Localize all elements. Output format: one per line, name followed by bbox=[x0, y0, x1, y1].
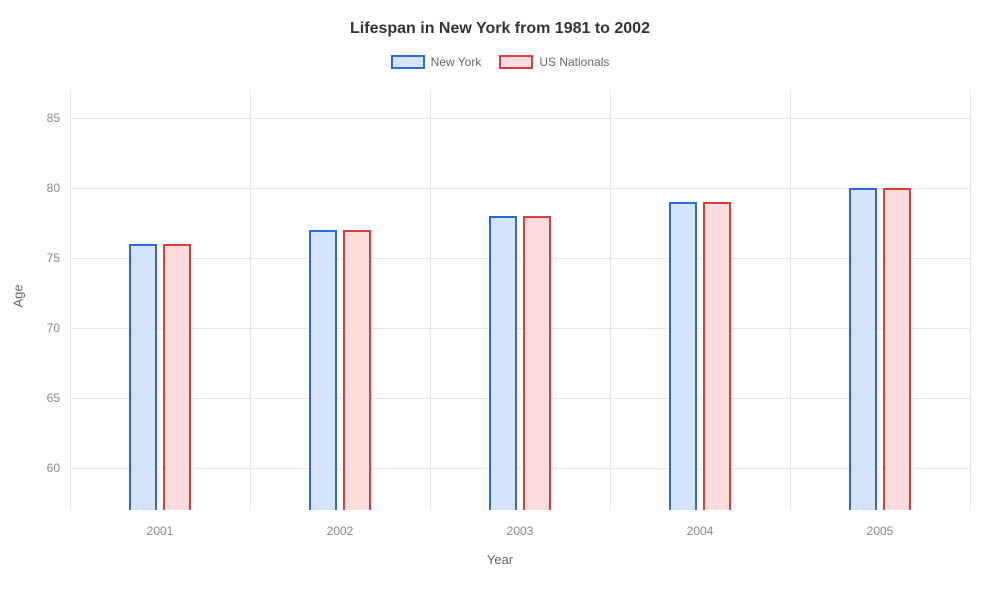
gridline-horizontal bbox=[70, 118, 970, 119]
legend-swatch-us-nationals bbox=[499, 55, 533, 69]
bar bbox=[669, 202, 697, 510]
gridline-vertical bbox=[610, 90, 611, 510]
x-tick-label: 2003 bbox=[507, 524, 534, 538]
x-tick-label: 2001 bbox=[147, 524, 174, 538]
bar bbox=[163, 244, 191, 510]
bar bbox=[343, 230, 371, 510]
y-tick-label: 80 bbox=[20, 181, 60, 195]
bar bbox=[129, 244, 157, 510]
y-tick-label: 75 bbox=[20, 251, 60, 265]
bar bbox=[883, 188, 911, 510]
bar bbox=[489, 216, 517, 510]
legend-label-us-nationals: US Nationals bbox=[539, 55, 609, 69]
gridline-vertical bbox=[70, 90, 71, 510]
bar bbox=[849, 188, 877, 510]
legend-label-new-york: New York bbox=[431, 55, 482, 69]
legend-item-new-york: New York bbox=[391, 55, 482, 69]
gridline-vertical bbox=[250, 90, 251, 510]
bar bbox=[703, 202, 731, 510]
gridline-vertical bbox=[970, 90, 971, 510]
gridline-horizontal bbox=[70, 398, 970, 399]
plot-area bbox=[70, 90, 970, 510]
y-axis-label: Age bbox=[11, 284, 26, 307]
y-tick-label: 85 bbox=[20, 111, 60, 125]
x-tick-label: 2004 bbox=[687, 524, 714, 538]
chart-container: Lifespan in New York from 1981 to 2002 N… bbox=[0, 0, 1000, 600]
y-tick-label: 60 bbox=[20, 461, 60, 475]
bar bbox=[523, 216, 551, 510]
legend-swatch-new-york bbox=[391, 55, 425, 69]
gridline-vertical bbox=[790, 90, 791, 510]
gridline-horizontal bbox=[70, 468, 970, 469]
x-tick-label: 2002 bbox=[327, 524, 354, 538]
legend: New York US Nationals bbox=[0, 55, 1000, 69]
y-tick-label: 65 bbox=[20, 391, 60, 405]
gridline-horizontal bbox=[70, 258, 970, 259]
gridline-horizontal bbox=[70, 328, 970, 329]
x-axis-label: Year bbox=[0, 552, 1000, 567]
legend-item-us-nationals: US Nationals bbox=[499, 55, 609, 69]
bar bbox=[309, 230, 337, 510]
chart-title: Lifespan in New York from 1981 to 2002 bbox=[0, 20, 1000, 38]
gridline-horizontal bbox=[70, 188, 970, 189]
y-tick-label: 70 bbox=[20, 321, 60, 335]
x-tick-label: 2005 bbox=[867, 524, 894, 538]
gridline-vertical bbox=[430, 90, 431, 510]
